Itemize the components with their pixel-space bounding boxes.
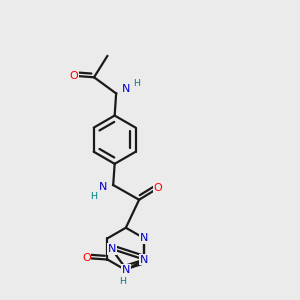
Text: N: N	[107, 244, 116, 254]
Text: N: N	[122, 265, 130, 275]
Text: N: N	[140, 233, 148, 243]
Text: N: N	[122, 84, 130, 94]
Text: O: O	[70, 71, 78, 81]
Text: O: O	[154, 183, 163, 193]
Text: N: N	[140, 254, 148, 265]
Text: N: N	[99, 182, 108, 191]
Text: O: O	[82, 253, 91, 263]
Text: H: H	[133, 79, 140, 88]
Text: H: H	[90, 192, 97, 201]
Text: H: H	[119, 277, 126, 286]
